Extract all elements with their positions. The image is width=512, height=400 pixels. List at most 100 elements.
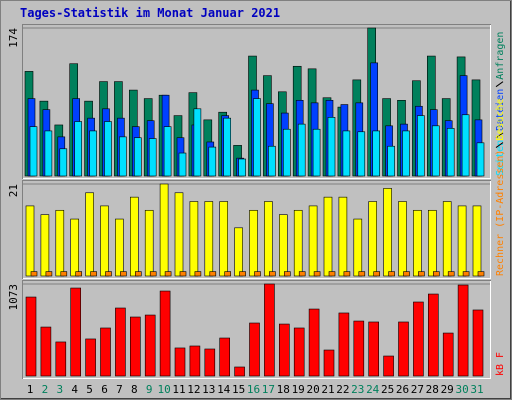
bar xyxy=(249,322,260,377)
bar xyxy=(461,114,470,177)
bar xyxy=(312,128,321,177)
bar xyxy=(89,130,97,177)
bar xyxy=(342,130,351,177)
bar xyxy=(134,137,142,177)
bar xyxy=(264,283,275,377)
bar xyxy=(163,126,172,177)
bar xyxy=(25,296,37,377)
bar xyxy=(476,142,485,177)
bar xyxy=(29,126,38,177)
bar xyxy=(372,130,381,177)
bar xyxy=(472,205,482,277)
bar xyxy=(55,341,67,377)
x-tick-label: 28 xyxy=(426,383,439,396)
bar xyxy=(427,209,437,277)
x-tick-label: 26 xyxy=(396,383,409,396)
x-tick-label: 7 xyxy=(116,383,123,396)
bar xyxy=(44,130,53,177)
x-tick-label: 29 xyxy=(441,383,454,396)
legend-label: Dateien xyxy=(495,89,506,131)
bar xyxy=(90,271,97,277)
x-tick-label: 6 xyxy=(101,383,108,396)
bar xyxy=(130,316,141,377)
bar xyxy=(413,209,422,277)
bar xyxy=(323,349,335,377)
bar xyxy=(104,121,112,177)
bar xyxy=(278,323,290,377)
bar xyxy=(427,293,439,377)
bar xyxy=(472,309,484,377)
bar xyxy=(70,287,81,377)
legend-label: Rechner (IP-Adressen) xyxy=(495,150,506,276)
bar xyxy=(204,348,216,377)
bar xyxy=(115,218,124,277)
bar xyxy=(298,271,306,277)
bar xyxy=(238,158,246,177)
bar xyxy=(368,321,380,377)
bar xyxy=(70,218,79,277)
bar xyxy=(413,301,424,377)
bar xyxy=(358,271,366,277)
bar xyxy=(254,271,261,277)
bar xyxy=(457,284,469,377)
bar xyxy=(343,271,351,277)
chart-title: Tages-Statistik im Monat Januar 2021 xyxy=(20,6,280,20)
bar xyxy=(159,290,171,377)
x-tick-label: 20 xyxy=(306,383,319,396)
x-tick-label: 27 xyxy=(411,383,424,396)
bar xyxy=(100,327,111,377)
bar xyxy=(293,327,305,377)
bar xyxy=(100,205,109,277)
bar xyxy=(120,271,127,277)
bar xyxy=(293,209,303,277)
bar xyxy=(328,271,336,277)
bar xyxy=(130,196,139,277)
x-tick-label: 10 xyxy=(157,383,170,396)
bar xyxy=(40,214,50,277)
bar xyxy=(253,98,261,177)
bar xyxy=(283,271,291,277)
bar xyxy=(338,196,348,277)
x-tick-label: 9 xyxy=(146,383,153,396)
legend: kB F xyxy=(495,352,506,376)
bar xyxy=(462,271,470,277)
bar xyxy=(115,307,126,377)
bar xyxy=(219,201,228,277)
bar xyxy=(189,201,199,277)
x-tick-label: 22 xyxy=(336,383,349,396)
bar xyxy=(209,271,217,277)
legend: Seiten Dateien Anfragen xyxy=(495,32,506,176)
bar xyxy=(383,188,392,277)
x-tick-label: 23 xyxy=(351,383,364,396)
bar xyxy=(432,271,440,277)
bar xyxy=(234,366,245,377)
bar xyxy=(442,332,454,377)
x-tick-label: 25 xyxy=(381,383,394,396)
bar xyxy=(269,271,276,277)
x-tick-label: 21 xyxy=(321,383,334,396)
bar xyxy=(223,117,231,177)
bar xyxy=(323,196,333,277)
bar xyxy=(234,227,243,277)
bar xyxy=(204,201,214,277)
bar xyxy=(30,271,38,277)
bar xyxy=(208,146,217,177)
y-tick-label: 21 xyxy=(7,184,20,197)
bar xyxy=(59,148,68,177)
bar xyxy=(74,121,82,177)
x-tick-label: 8 xyxy=(131,383,138,396)
legend-label: Anfragen xyxy=(495,32,506,80)
bar xyxy=(149,271,157,277)
x-tick-label: 15 xyxy=(232,383,245,396)
bar xyxy=(25,205,35,277)
bar xyxy=(297,123,306,177)
x-tick-label: 17 xyxy=(262,383,275,396)
bar xyxy=(193,108,202,177)
x-tick-label: 5 xyxy=(86,383,93,396)
bar xyxy=(179,271,187,277)
x-tick-label: 16 xyxy=(247,383,260,396)
bar xyxy=(357,131,366,177)
legend-separator xyxy=(495,81,504,88)
bar xyxy=(60,271,68,277)
